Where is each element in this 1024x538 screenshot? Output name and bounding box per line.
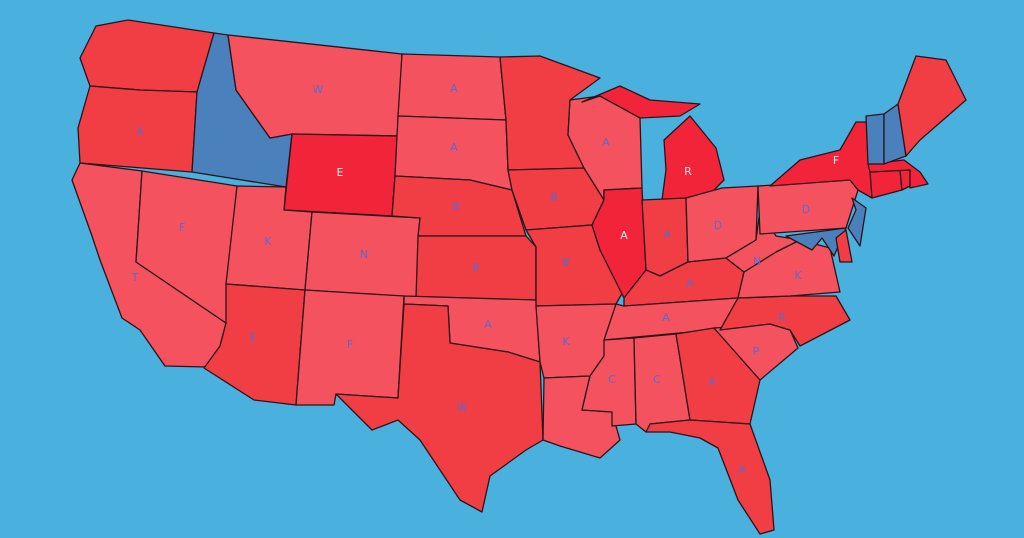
- label-tennessee: A: [662, 311, 670, 324]
- label-south-carolina: P: [753, 345, 760, 358]
- label-arizona: E: [250, 331, 257, 344]
- state-washington: [79, 19, 215, 93]
- label-iowa: B: [550, 191, 558, 204]
- label-kentucky: A: [686, 277, 694, 290]
- state-massachusetts: [867, 159, 929, 189]
- label-nebraska: B: [452, 200, 460, 213]
- label-florida: A: [738, 463, 746, 476]
- label-utah: K: [264, 235, 272, 248]
- state-maryland: [785, 227, 847, 257]
- label-kansas: B: [472, 261, 480, 274]
- states-layer: [71, 19, 967, 535]
- state-new-jersey: [847, 197, 867, 247]
- state-delaware: [835, 229, 853, 263]
- label-ohio: D: [714, 219, 722, 232]
- labels-layer: A T F W E K N E F A A B B A W B B K A A …: [131, 82, 840, 476]
- state-florida: [645, 419, 775, 535]
- label-new-york: F: [833, 154, 839, 167]
- label-virginia: K: [794, 269, 802, 282]
- label-west-virginia: N: [753, 255, 761, 268]
- label-arkansas: K: [562, 335, 570, 348]
- state-rhode-island: [899, 169, 911, 191]
- state-michigan-upper: [581, 85, 701, 119]
- label-new-mexico: F: [347, 338, 353, 351]
- label-wyoming: E: [337, 166, 344, 179]
- label-south-dakota: A: [450, 141, 458, 154]
- state-texas: [335, 303, 544, 513]
- label-missouri: B: [562, 256, 570, 269]
- label-indiana: A: [663, 228, 671, 241]
- label-oklahoma: A: [484, 318, 492, 331]
- label-colorado: N: [360, 248, 368, 261]
- label-pennsylvania: D: [802, 203, 810, 216]
- label-texas: W: [457, 401, 468, 414]
- label-wisconsin: A: [602, 136, 610, 149]
- label-michigan: R: [684, 165, 692, 178]
- state-west-virginia: [725, 209, 801, 273]
- label-north-dakota: A: [450, 82, 458, 95]
- label-mississippi: C: [608, 373, 616, 386]
- label-oregon: A: [136, 125, 144, 138]
- state-north-carolina: [719, 295, 851, 347]
- label-nevada: F: [179, 221, 185, 234]
- state-maine: [897, 55, 967, 157]
- label-california: T: [131, 271, 139, 284]
- label-georgia: A: [708, 375, 716, 388]
- label-north-carolina: R: [778, 311, 786, 324]
- label-montana: W: [313, 83, 324, 96]
- label-illinois: A: [620, 229, 628, 242]
- label-alabama: C: [653, 373, 661, 386]
- state-vermont: [865, 113, 885, 165]
- state-georgia: [675, 327, 761, 425]
